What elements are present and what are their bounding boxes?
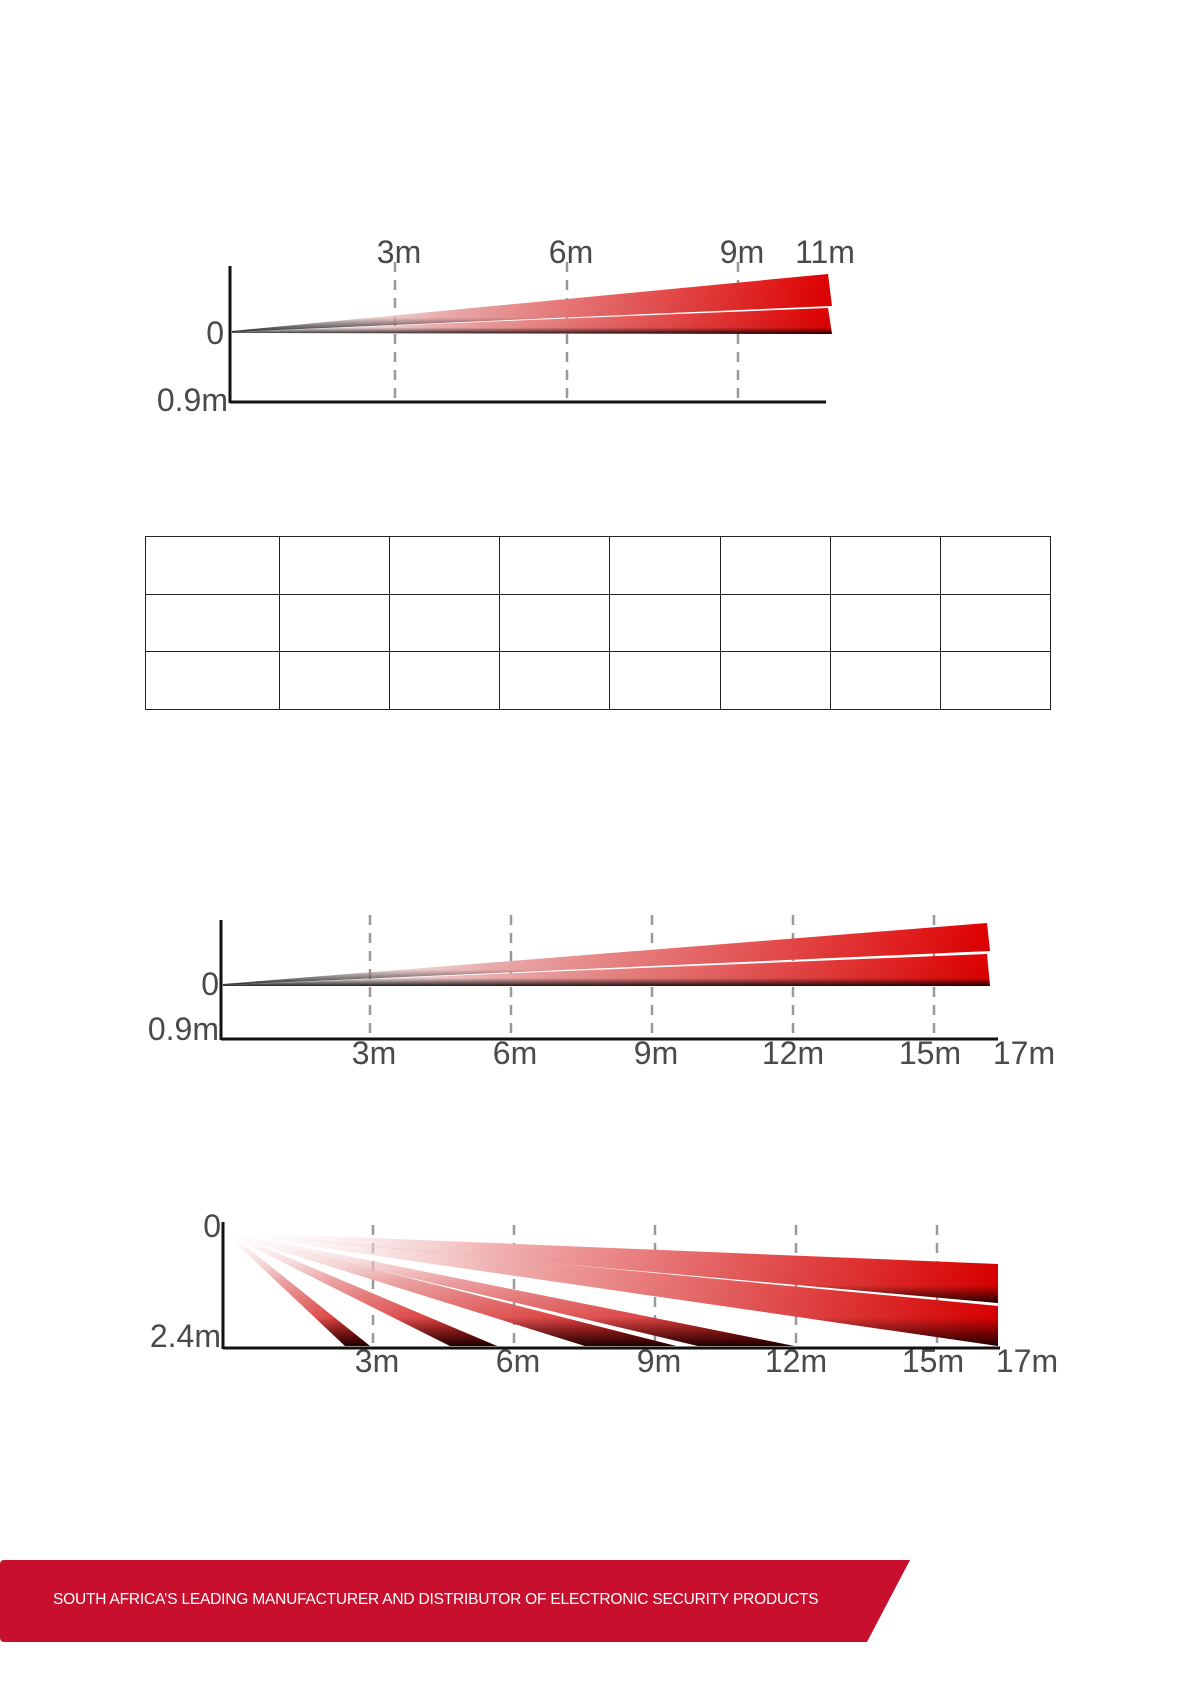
- footer-band: [0, 1560, 910, 1642]
- table-cell: [499, 536, 611, 595]
- bottom-label-3m: 3m: [352, 1035, 396, 1071]
- bottom-label-6m: 6m: [496, 1343, 540, 1379]
- table-cell: [278, 593, 391, 653]
- beam-lower: [232, 308, 832, 334]
- left-label-2-4m: 2.4m: [150, 1318, 221, 1354]
- footer-tagline: SOUTH AFRICA’S LEADING MANUFACTURER AND …: [53, 1591, 819, 1608]
- left-label-0-9m: 0.9m: [148, 1011, 219, 1047]
- table-row: [145, 593, 1052, 653]
- bottom-label-15m: 15m: [899, 1035, 961, 1071]
- bottom-label-9m: 9m: [637, 1343, 681, 1379]
- beam-ground-2: [226, 1232, 497, 1346]
- left-label-0-9m: 0.9m: [157, 382, 228, 418]
- bottom-label-17m: 17m: [993, 1035, 1055, 1071]
- table-cell: [719, 536, 831, 595]
- beam-ground-1: [226, 1232, 370, 1346]
- table-cell: [939, 593, 1052, 653]
- table-cell: [499, 651, 611, 710]
- table-cell: [609, 536, 721, 595]
- bottom-label-15m: 15m: [902, 1343, 964, 1379]
- table-row: [145, 536, 1052, 595]
- table-cell: [719, 593, 831, 653]
- bottom-label-9m: 9m: [634, 1035, 678, 1071]
- top-label-3m: 3m: [377, 234, 421, 270]
- table-cell: [278, 536, 391, 595]
- top-label-6m: 6m: [549, 234, 593, 270]
- table-cell: [499, 593, 611, 653]
- left-label-0: 0: [203, 1208, 221, 1244]
- table-row: [145, 651, 1052, 710]
- table-cell: [829, 593, 941, 653]
- beam-lower: [223, 954, 990, 986]
- table-cell: [389, 593, 501, 653]
- top-label-9m: 9m: [720, 234, 764, 270]
- spec-table: [145, 536, 1052, 710]
- table-cell: [145, 536, 280, 595]
- beam-long-lower: [226, 1232, 998, 1346]
- beam-long-upper: [226, 1232, 998, 1303]
- table-cell: [145, 593, 280, 653]
- left-label-0: 0: [201, 966, 219, 1002]
- beam-upper: [223, 923, 990, 985]
- table-cell: [145, 651, 280, 710]
- table-cell: [939, 651, 1052, 710]
- diagram-bottom: 0 2.4m 3m 6m 9m 12m 15m 17m: [150, 1208, 1058, 1379]
- diagram-top: 3m 6m 9m 11m 0 0.9m: [157, 234, 855, 418]
- diagram-middle: 0 0.9m 3m 6m 9m 12m 15m 17m: [148, 915, 1055, 1071]
- bottom-label-12m: 12m: [762, 1035, 824, 1071]
- table-cell: [609, 593, 721, 653]
- table-cell: [389, 651, 501, 710]
- bottom-label-12m: 12m: [765, 1343, 827, 1379]
- table-cell: [389, 536, 501, 595]
- table-cell: [939, 536, 1052, 595]
- bottom-label-6m: 6m: [493, 1035, 537, 1071]
- beam-upper: [232, 274, 832, 332]
- left-label-0: 0: [206, 315, 224, 351]
- beam-ground-4: [226, 1232, 794, 1346]
- bottom-label-3m: 3m: [355, 1343, 399, 1379]
- table-cell: [829, 536, 941, 595]
- table-cell: [609, 651, 721, 710]
- table-cell: [829, 651, 941, 710]
- table-cell: [278, 651, 391, 710]
- top-label-11m: 11m: [795, 234, 855, 270]
- table-cell: [719, 651, 831, 710]
- bottom-label-17m: 17m: [996, 1343, 1058, 1379]
